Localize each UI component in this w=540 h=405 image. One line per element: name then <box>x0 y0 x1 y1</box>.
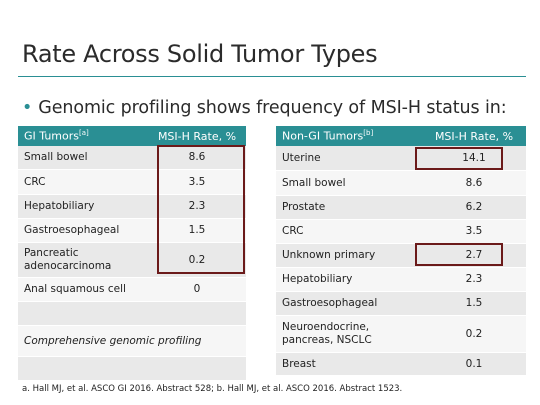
rate-value: 2.3 <box>148 194 246 219</box>
table-row <box>18 301 246 326</box>
title-divider <box>18 76 526 77</box>
non-gi-tumors-table: Non-GI Tumors[b] MSI-H Rate, % Uterine 1… <box>276 126 526 376</box>
bullet-text: • Genomic profiling shows frequency of MS… <box>22 98 507 118</box>
tumor-label: Neuroendocrine, pancreas, NSCLC <box>276 315 422 353</box>
table-row: Hepatobiliary 2.3 <box>18 194 246 219</box>
profiling-note: Comprehensive genomic profiling <box>18 325 246 357</box>
rate-value: 3.5 <box>148 169 246 195</box>
rate-value: 0 <box>148 277 246 302</box>
table-row: CRC 3.5 <box>18 169 246 195</box>
bullet-dot-icon: • <box>22 98 33 118</box>
table-row: Comprehensive genomic profiling <box>18 325 246 357</box>
tumor-label: Breast <box>276 352 422 376</box>
table-row: CRC 3.5 <box>276 219 526 244</box>
table-row: Small bowel 8.6 <box>18 146 246 170</box>
tumor-label: Hepatobiliary <box>18 194 148 219</box>
table-row: Pancreatic adenocarcinoma 0.2 <box>18 242 246 278</box>
rate-value: 0.2 <box>148 242 246 278</box>
rate-value: 8.6 <box>422 170 526 196</box>
table-row: Hepatobiliary 2.3 <box>276 267 526 292</box>
tumor-label: Unknown primary <box>276 243 422 268</box>
rate-value: 6.2 <box>422 195 526 220</box>
gi-header-tumor: GI Tumors[a] <box>18 126 148 146</box>
table-row: Anal squamous cell 0 <box>18 277 246 302</box>
nongi-header-tumor: Non-GI Tumors[b] <box>276 126 422 146</box>
table-row: Prostate 6.2 <box>276 195 526 220</box>
tumor-label: Pancreatic adenocarcinoma <box>18 242 148 278</box>
tumor-label: Uterine <box>276 146 422 171</box>
gi-header-rate: MSI-H Rate, % <box>148 126 246 146</box>
tumor-label: Prostate <box>276 195 422 220</box>
tumor-label: Gastroesophageal <box>276 291 422 316</box>
rate-value: 2.7 <box>422 243 526 268</box>
rate-value: 0.1 <box>422 352 526 376</box>
table-row: Gastroesophageal 1.5 <box>276 291 526 316</box>
slide-title: Rate Across Solid Tumor Types <box>22 40 378 68</box>
nongi-header-rate: MSI-H Rate, % <box>422 126 526 146</box>
table-row: Unknown primary 2.7 <box>276 243 526 268</box>
gi-highlight-box <box>157 145 245 274</box>
rate-value: 3.5 <box>422 219 526 244</box>
tumor-label: Small bowel <box>276 170 422 196</box>
rate-value: 1.5 <box>148 218 246 243</box>
rate-value: 2.3 <box>422 267 526 292</box>
table-row: Neuroendocrine, pancreas, NSCLC 0.2 <box>276 315 526 353</box>
tumor-label: CRC <box>18 169 148 195</box>
tumor-label: Small bowel <box>18 146 148 170</box>
gi-tumors-table: GI Tumors[a] MSI-H Rate, % Small bowel 8… <box>18 126 246 381</box>
unknown-primary-highlight-box <box>415 243 503 266</box>
table-row <box>18 356 246 381</box>
rate-value: 0.2 <box>422 315 526 353</box>
uterine-highlight-box <box>415 147 503 170</box>
bullet-label: Genomic profiling shows frequency of MSI… <box>38 98 507 118</box>
table-row: Breast 0.1 <box>276 352 526 376</box>
table-row: Gastroesophageal 1.5 <box>18 218 246 243</box>
table-row: Small bowel 8.6 <box>276 170 526 196</box>
tumor-label: Hepatobiliary <box>276 267 422 292</box>
tumor-label: Gastroesophageal <box>18 218 148 243</box>
tumor-label: CRC <box>276 219 422 244</box>
table-row: Uterine 14.1 <box>276 146 526 171</box>
footnote: a. Hall MJ, et al. ASCO GI 2016. Abstrac… <box>22 384 403 394</box>
tumor-label: Anal squamous cell <box>18 277 148 302</box>
rate-value: 8.6 <box>148 146 246 170</box>
rate-value: 1.5 <box>422 291 526 316</box>
